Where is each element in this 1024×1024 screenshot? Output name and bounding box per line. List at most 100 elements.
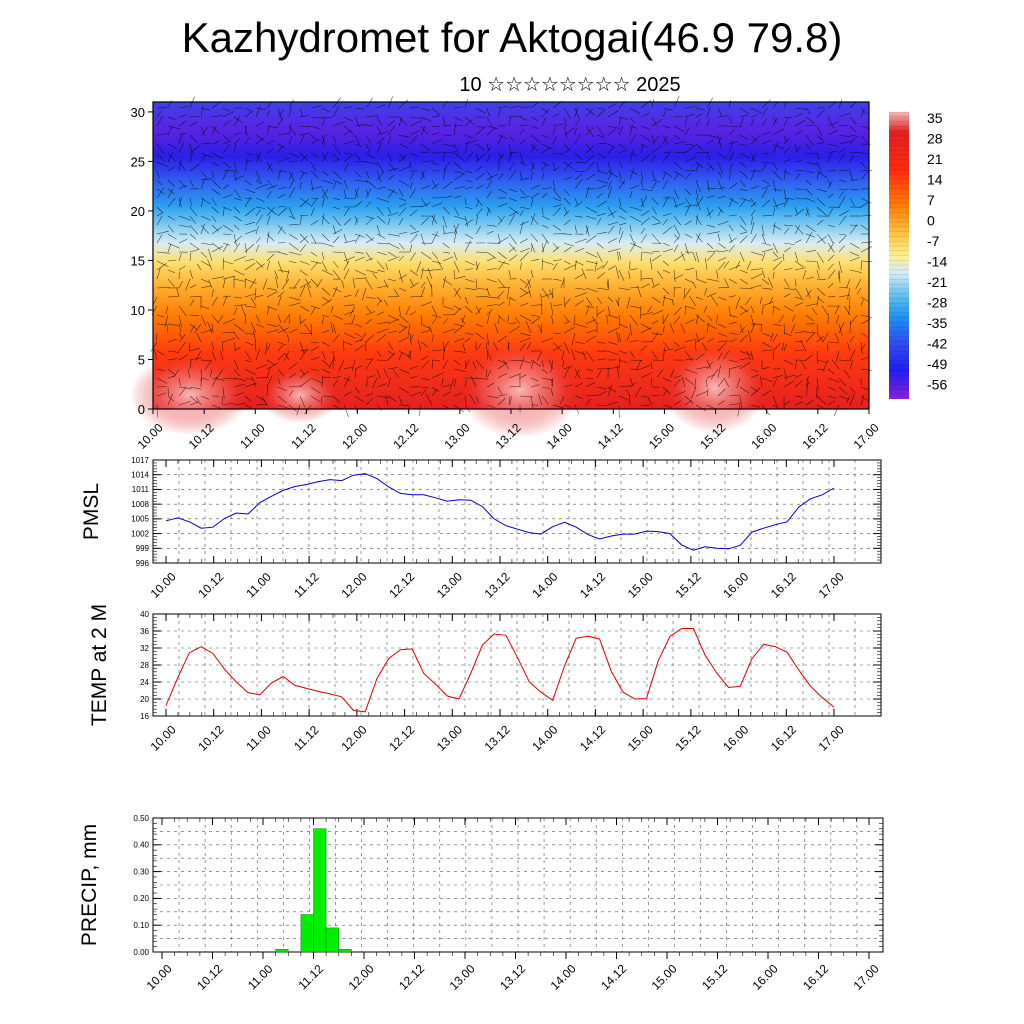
wind-barb xyxy=(827,386,836,391)
wind-barb xyxy=(574,197,578,205)
wind-barb xyxy=(166,323,169,334)
wind-barb xyxy=(822,359,829,372)
wind-barb xyxy=(794,224,804,235)
wind-barb xyxy=(596,309,605,316)
wind-barb xyxy=(673,378,681,388)
wind-barb xyxy=(607,327,620,334)
wind-barb xyxy=(376,130,389,136)
wind-barb xyxy=(376,296,383,303)
wind-barb xyxy=(299,155,307,163)
wind-barb xyxy=(156,404,158,418)
wind-barb xyxy=(651,182,657,190)
wind-barb xyxy=(607,211,617,217)
wind-barb xyxy=(717,170,722,178)
wind-barb xyxy=(244,368,256,375)
wind-barb xyxy=(838,395,849,400)
wind-barb xyxy=(827,208,834,217)
wind-barb xyxy=(233,116,240,127)
wind-barb xyxy=(728,214,738,217)
wind-barb xyxy=(332,379,339,388)
wind-barb xyxy=(596,287,610,291)
wind-barb xyxy=(442,151,456,154)
wind-barb xyxy=(783,197,795,200)
wind-barb xyxy=(530,134,541,144)
wind-barb xyxy=(365,188,372,199)
wind-barb xyxy=(651,197,659,205)
wind-barb xyxy=(838,321,845,334)
wind-barb xyxy=(550,388,554,397)
x-tick-label: 13.00 xyxy=(434,569,465,600)
wind-barb xyxy=(728,198,734,208)
wind-barb xyxy=(640,372,653,379)
wind-barb xyxy=(662,341,670,349)
wind-barb xyxy=(343,141,354,145)
wind-barb xyxy=(156,350,165,356)
wind-barb xyxy=(849,269,862,273)
wind-barb xyxy=(723,350,730,360)
wind-barb xyxy=(332,215,341,226)
wind-barb xyxy=(585,335,597,343)
wind-barb xyxy=(739,386,750,394)
wind-barb xyxy=(849,315,858,325)
wind-barb xyxy=(629,305,641,309)
wind-barb xyxy=(392,369,400,379)
wind-barb xyxy=(288,136,293,145)
wind-barb xyxy=(244,305,257,308)
wind-barb xyxy=(343,366,354,370)
wind-barb xyxy=(761,404,771,416)
wind-barb xyxy=(486,257,495,262)
wind-barb xyxy=(398,269,403,283)
wind-barb xyxy=(629,286,640,289)
wind-barb xyxy=(805,290,812,298)
wind-barb xyxy=(629,242,637,253)
wind-barb xyxy=(288,389,294,397)
wind-barb xyxy=(365,318,373,325)
wind-barb xyxy=(635,386,642,398)
wind-barb xyxy=(167,179,175,187)
wind-barb xyxy=(288,125,297,136)
wind-barb xyxy=(563,366,570,379)
x-tick-label: 15.12 xyxy=(699,961,730,992)
wind-barb xyxy=(629,170,638,175)
wind-barb xyxy=(167,224,175,233)
wind-barb xyxy=(761,242,772,246)
wind-barb xyxy=(211,197,217,206)
x-tick-label: 15.00 xyxy=(646,420,677,451)
wind-barb xyxy=(673,375,682,379)
wind-barb xyxy=(387,278,396,282)
wind-barb xyxy=(453,170,465,175)
wind-barb xyxy=(332,356,334,370)
wind-barb xyxy=(420,286,426,298)
wind-barb xyxy=(607,171,613,181)
wind-barb xyxy=(671,299,675,307)
wind-barb xyxy=(365,296,376,299)
wind-barb xyxy=(431,334,434,343)
wind-barb xyxy=(189,269,193,279)
wind-barb xyxy=(178,305,187,317)
wind-barb xyxy=(277,291,285,298)
wind-barb xyxy=(464,219,473,226)
wind-barb xyxy=(695,163,700,172)
wind-barb xyxy=(673,233,680,240)
wind-barb xyxy=(343,125,354,135)
wind-barb xyxy=(640,404,651,407)
wind-barb xyxy=(486,369,492,379)
wind-barb xyxy=(244,258,255,262)
wind-barb xyxy=(750,216,754,226)
wind-barb xyxy=(222,331,236,334)
wind-barb xyxy=(321,179,333,184)
wind-barb xyxy=(805,208,809,217)
wind-barb xyxy=(409,391,421,397)
colorbar-label: -7 xyxy=(927,233,940,249)
wind-barb xyxy=(442,318,449,325)
wind-barb xyxy=(846,395,851,404)
wind-barb xyxy=(552,152,563,155)
wind-barb xyxy=(420,314,423,325)
wind-barb xyxy=(266,231,270,244)
y-tick-label: 0.50 xyxy=(133,814,149,823)
wind-barb xyxy=(189,143,192,152)
wind-barb xyxy=(156,251,170,254)
wind-barb xyxy=(574,200,583,208)
wind-barb xyxy=(497,251,508,260)
wind-barb xyxy=(629,323,632,336)
